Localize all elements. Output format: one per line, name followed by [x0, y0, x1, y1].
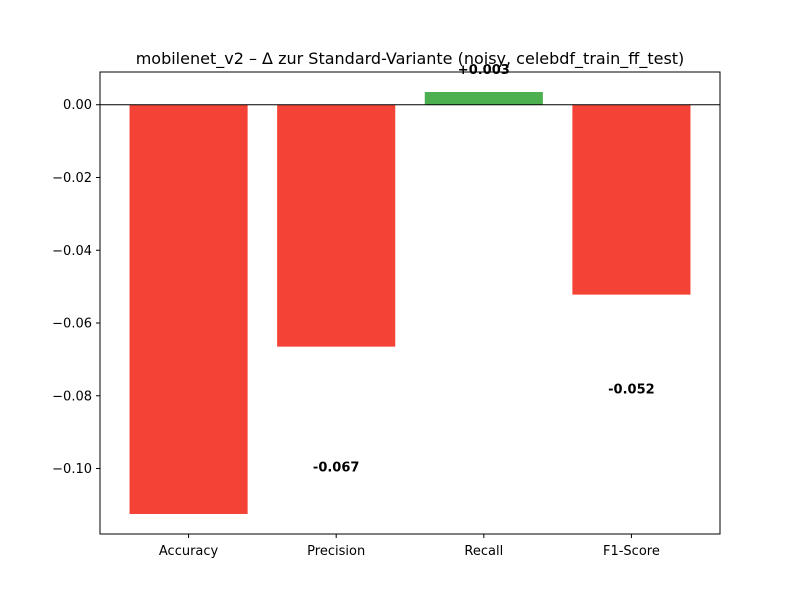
- ticks-layer: Accuracy Precision Recall F1-Score 0.00 −0.02…: [52, 98, 660, 559]
- chart-title: mobilenet_v2 – Δ zur Standard-Variante (…: [136, 49, 685, 69]
- bar-precision: [277, 104, 396, 347]
- bar-accuracy: [129, 104, 248, 514]
- y-tick-label: 0.00: [63, 98, 92, 113]
- bar-f1-score: [572, 104, 691, 295]
- y-tick-label: −0.02: [52, 171, 92, 186]
- y-tick-label: −0.06: [52, 317, 92, 332]
- y-tick-label: −0.10: [52, 462, 92, 477]
- data-label-precision: -0.067: [313, 461, 360, 476]
- data-labels-layer: -0.067 +0.003 -0.052: [313, 63, 655, 476]
- plot-frame: [99, 71, 721, 535]
- bars-layer: [129, 92, 691, 514]
- y-tick-label: −0.04: [52, 244, 92, 259]
- x-tick-label: Accuracy: [159, 544, 219, 559]
- bar-recall: [424, 92, 543, 105]
- data-label-recall: +0.003: [458, 63, 510, 78]
- x-tick-label: F1-Score: [603, 544, 660, 559]
- x-tick-label: Recall: [464, 544, 503, 559]
- data-label-f1-score: -0.052: [608, 383, 655, 398]
- x-tick-label: Precision: [307, 544, 365, 559]
- y-tick-label: −0.08: [52, 389, 92, 404]
